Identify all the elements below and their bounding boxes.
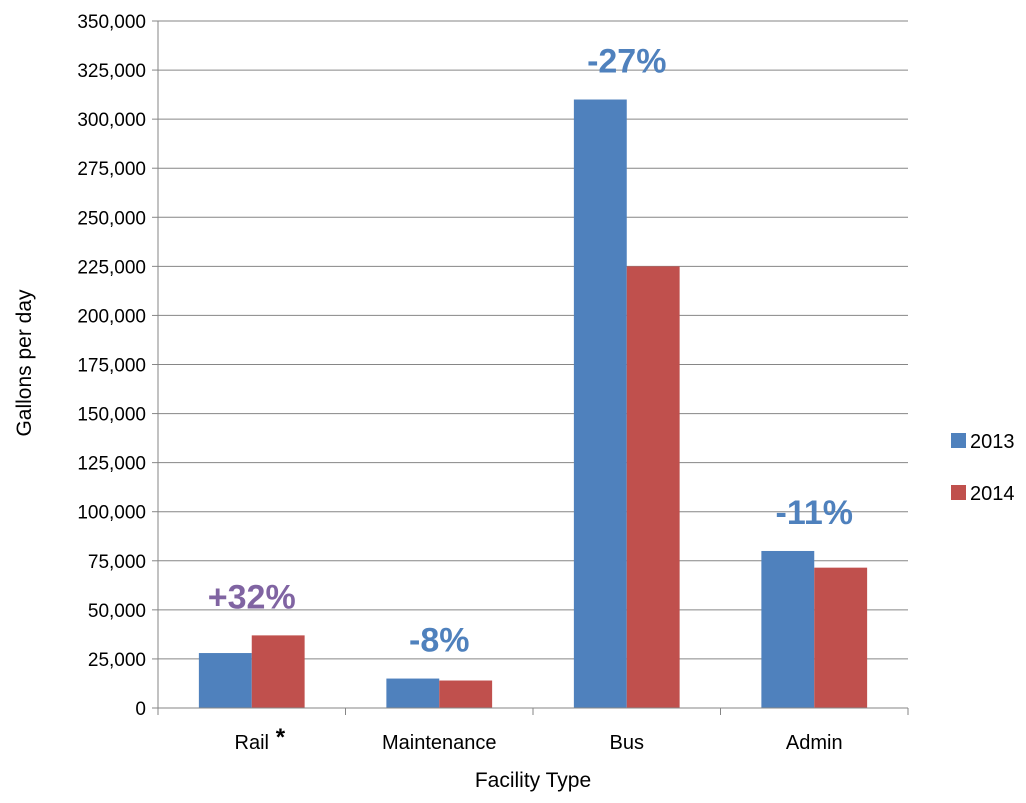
x-tick-label-bus: Bus	[610, 732, 644, 754]
x-tick-label-rail: Rail	[235, 732, 269, 754]
x-tick-label-admin: Admin	[786, 732, 843, 754]
y-tick-label: 100,000	[77, 503, 146, 524]
y-tick-label: 350,000	[77, 12, 146, 33]
bar-2013-maintenance	[386, 678, 440, 708]
legend[interactable]: 2013 2014	[951, 431, 1015, 505]
legend-swatch-2013[interactable]	[951, 433, 966, 448]
footnote-marker: *	[276, 724, 286, 751]
y-tick-label: 175,000	[77, 356, 146, 377]
annotation-maintenance: -8%	[409, 622, 469, 660]
y-tick-label: 0	[135, 699, 146, 720]
y-tick-label: 275,000	[77, 159, 146, 180]
y-tick-label: 250,000	[77, 208, 146, 229]
legend-swatch-2014[interactable]	[951, 485, 966, 500]
bar-2013-bus	[573, 99, 627, 708]
y-tick-label: 25,000	[88, 650, 146, 671]
x-tick-label-maintenance: Maintenance	[382, 732, 497, 754]
bars	[198, 99, 868, 708]
y-tick-label: 325,000	[77, 61, 146, 82]
legend-label-2014[interactable]: 2014	[970, 483, 1015, 505]
bar-2014-rail	[251, 635, 305, 708]
y-tick-label: 225,000	[77, 257, 146, 278]
y-tick-label: 75,000	[88, 552, 146, 573]
annotation-admin: -11%	[776, 494, 854, 532]
axes	[152, 20, 909, 715]
x-axis-title: Facility Type	[475, 769, 591, 792]
bar-2013-admin	[761, 550, 815, 708]
y-tick-label: 300,000	[77, 110, 146, 131]
bar-2013-rail	[198, 653, 252, 708]
annotation-bus: -27%	[587, 43, 666, 81]
y-tick-label: 50,000	[88, 601, 146, 622]
annotations: +32% -8% -27% -11%	[208, 43, 853, 660]
y-tick-label: 150,000	[77, 405, 146, 426]
gridlines	[158, 20, 908, 660]
legend-label-2013[interactable]: 2013	[970, 431, 1015, 453]
bar-2014-admin	[814, 567, 868, 708]
bar-2014-maintenance	[439, 680, 493, 708]
tick-labels: 0 25,000 50,000 75,000 100,000 125,000 150,000…	[77, 12, 842, 754]
y-axis-title: Gallons per day	[13, 289, 36, 437]
bar-2014-bus	[626, 266, 680, 708]
y-tick-label: 200,000	[77, 306, 146, 327]
y-tick-label: 125,000	[77, 454, 146, 475]
annotation-rail: +32%	[208, 578, 296, 616]
